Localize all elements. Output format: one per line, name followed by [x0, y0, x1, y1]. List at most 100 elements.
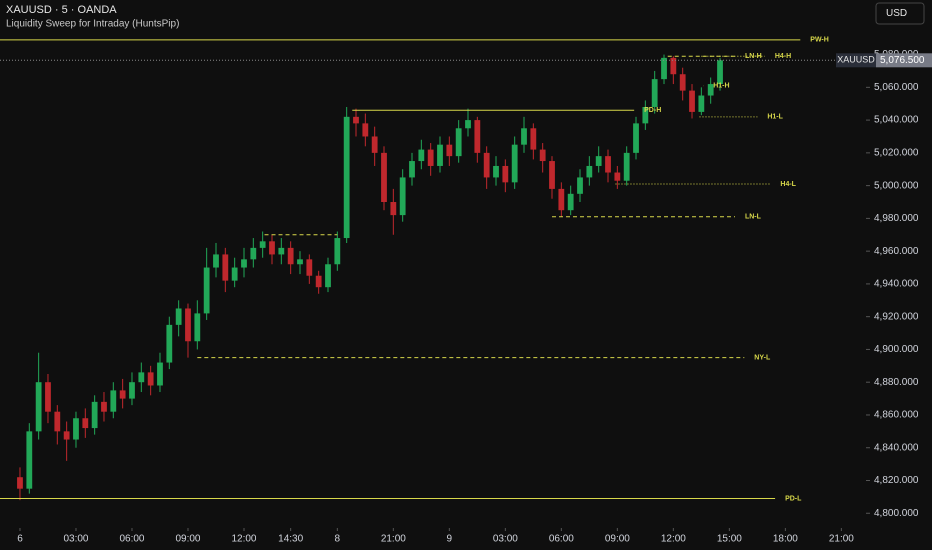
candle-body: [390, 202, 397, 216]
symbol-tag: [836, 53, 876, 68]
candle-body: [325, 264, 331, 288]
candle-body: [353, 116, 359, 124]
candle-body: [502, 165, 509, 183]
currency-button[interactable]: [875, 2, 925, 25]
x-tick-label: 09:00: [175, 534, 200, 545]
level-label: LN-L: [745, 214, 762, 221]
y-tick-label: 4,960.000: [874, 246, 919, 257]
plot-area: [0, 39, 866, 501]
candle-body: [605, 156, 611, 173]
candle-body: [651, 79, 658, 107]
candle-body: [26, 431, 33, 489]
candle-body: [63, 431, 70, 440]
x-tick-label: 12:00: [661, 534, 686, 545]
candle-body: [54, 411, 61, 432]
candle-body: [577, 177, 583, 194]
level-label: PD-L: [785, 495, 802, 502]
candle-body: [474, 120, 481, 153]
candle-body: [679, 74, 686, 91]
candle-body: [73, 418, 79, 440]
x-tick-label: 18:00: [773, 534, 798, 545]
x-tick-label: 21:00: [829, 534, 854, 545]
candle-body: [381, 152, 387, 203]
candle-body: [418, 149, 425, 162]
candle-body: [539, 149, 546, 162]
candle-body: [259, 241, 266, 248]
candle-body: [250, 247, 257, 260]
x-tick-label: 9: [447, 534, 453, 545]
candle-body: [371, 136, 378, 153]
candle-body: [343, 116, 350, 239]
candle-body: [586, 165, 593, 178]
x-tick-label: 03:00: [63, 534, 88, 545]
candle-body: [91, 401, 98, 429]
candle-body: [698, 95, 705, 112]
candle-body: [213, 254, 219, 268]
candle-body: [194, 313, 201, 342]
candle-body: [297, 259, 303, 265]
level-label: H4-L: [780, 181, 796, 188]
level-label: PD-H: [644, 107, 661, 114]
candle-body: [595, 156, 602, 166]
y-tick-label: 4,860.000: [874, 410, 919, 421]
x-tick-label: 15:00: [717, 534, 742, 545]
level-label: NY-L: [754, 354, 771, 361]
candle-body: [129, 382, 135, 399]
level-label: H1-L: [767, 114, 783, 121]
candle-body: [670, 57, 677, 75]
candle-body: [437, 144, 443, 166]
y-tick-label: 5,020.000: [874, 148, 919, 159]
currency-label[interactable]: USD: [886, 8, 907, 19]
candle-body: [185, 308, 191, 342]
candle-body: [446, 144, 453, 157]
candle-body: [661, 57, 667, 80]
x-tick-label: 21:00: [381, 534, 406, 545]
candle-body: [707, 84, 714, 96]
candle-body: [633, 123, 639, 153]
candle-body: [101, 401, 107, 412]
candle-body: [567, 193, 574, 211]
x-tick-label: 09:00: [605, 534, 630, 545]
y-tick-label: 4,880.000: [874, 377, 919, 388]
price-tag: [876, 53, 932, 68]
x-tick-label: 14:30: [278, 534, 303, 545]
indicator-name: Liquidity Sweep for Intraday (HuntsPip): [6, 19, 179, 30]
candle-body: [717, 60, 723, 85]
candle-body: [483, 152, 490, 178]
x-tick-label: 06:00: [549, 534, 574, 545]
candle-body: [306, 259, 313, 276]
candle-body: [493, 165, 499, 178]
x-tick-label: 6: [17, 534, 23, 545]
y-tick-label: 4,900.000: [874, 344, 919, 355]
candle-body: [465, 120, 471, 129]
candle-body: [455, 128, 462, 157]
candle-body: [315, 275, 322, 288]
level-label: LN-H: [745, 53, 762, 60]
candle-body: [231, 267, 238, 281]
candle-body: [45, 382, 51, 412]
y-tick-label: 5,000.000: [874, 180, 919, 191]
candle-body: [110, 390, 117, 412]
candle-body: [399, 177, 406, 216]
candle-body: [119, 390, 126, 399]
candle-body: [409, 161, 415, 178]
candle-body: [166, 324, 173, 363]
chart-title: XAUUSD · 5 · OANDA: [6, 4, 117, 16]
candle-body: [35, 382, 42, 432]
y-tick-label: 5,060.000: [874, 82, 919, 93]
candle-body: [17, 477, 23, 489]
y-tick-label: 4,800.000: [874, 508, 919, 519]
candle-body: [511, 144, 518, 183]
candle-body: [175, 308, 182, 325]
candle-body: [642, 106, 649, 124]
y-tick-label: 4,940.000: [874, 279, 919, 290]
candle-body: [241, 259, 247, 268]
price-tag-label: 5,076.500: [880, 55, 925, 66]
candle-body: [530, 128, 537, 150]
level-label: H4-H: [775, 53, 791, 60]
candle-body: [689, 90, 695, 112]
candle-body: [269, 241, 275, 255]
candle-body: [558, 188, 565, 211]
candle-body: [614, 172, 621, 181]
